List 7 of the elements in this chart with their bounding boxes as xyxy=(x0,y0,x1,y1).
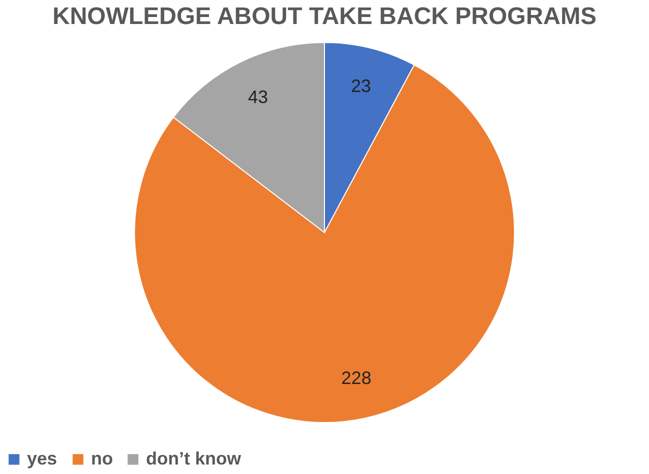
legend-label: no xyxy=(91,448,113,468)
data-label: 23 xyxy=(350,76,372,96)
chart-title: KNOWLEDGE ABOUT TAKE BACK PROGRAMS xyxy=(52,3,596,30)
legend-label: don’t know xyxy=(146,448,242,468)
data-label: 43 xyxy=(248,87,268,108)
data-label: 228 xyxy=(341,368,372,388)
legend-label: yes xyxy=(27,448,58,468)
